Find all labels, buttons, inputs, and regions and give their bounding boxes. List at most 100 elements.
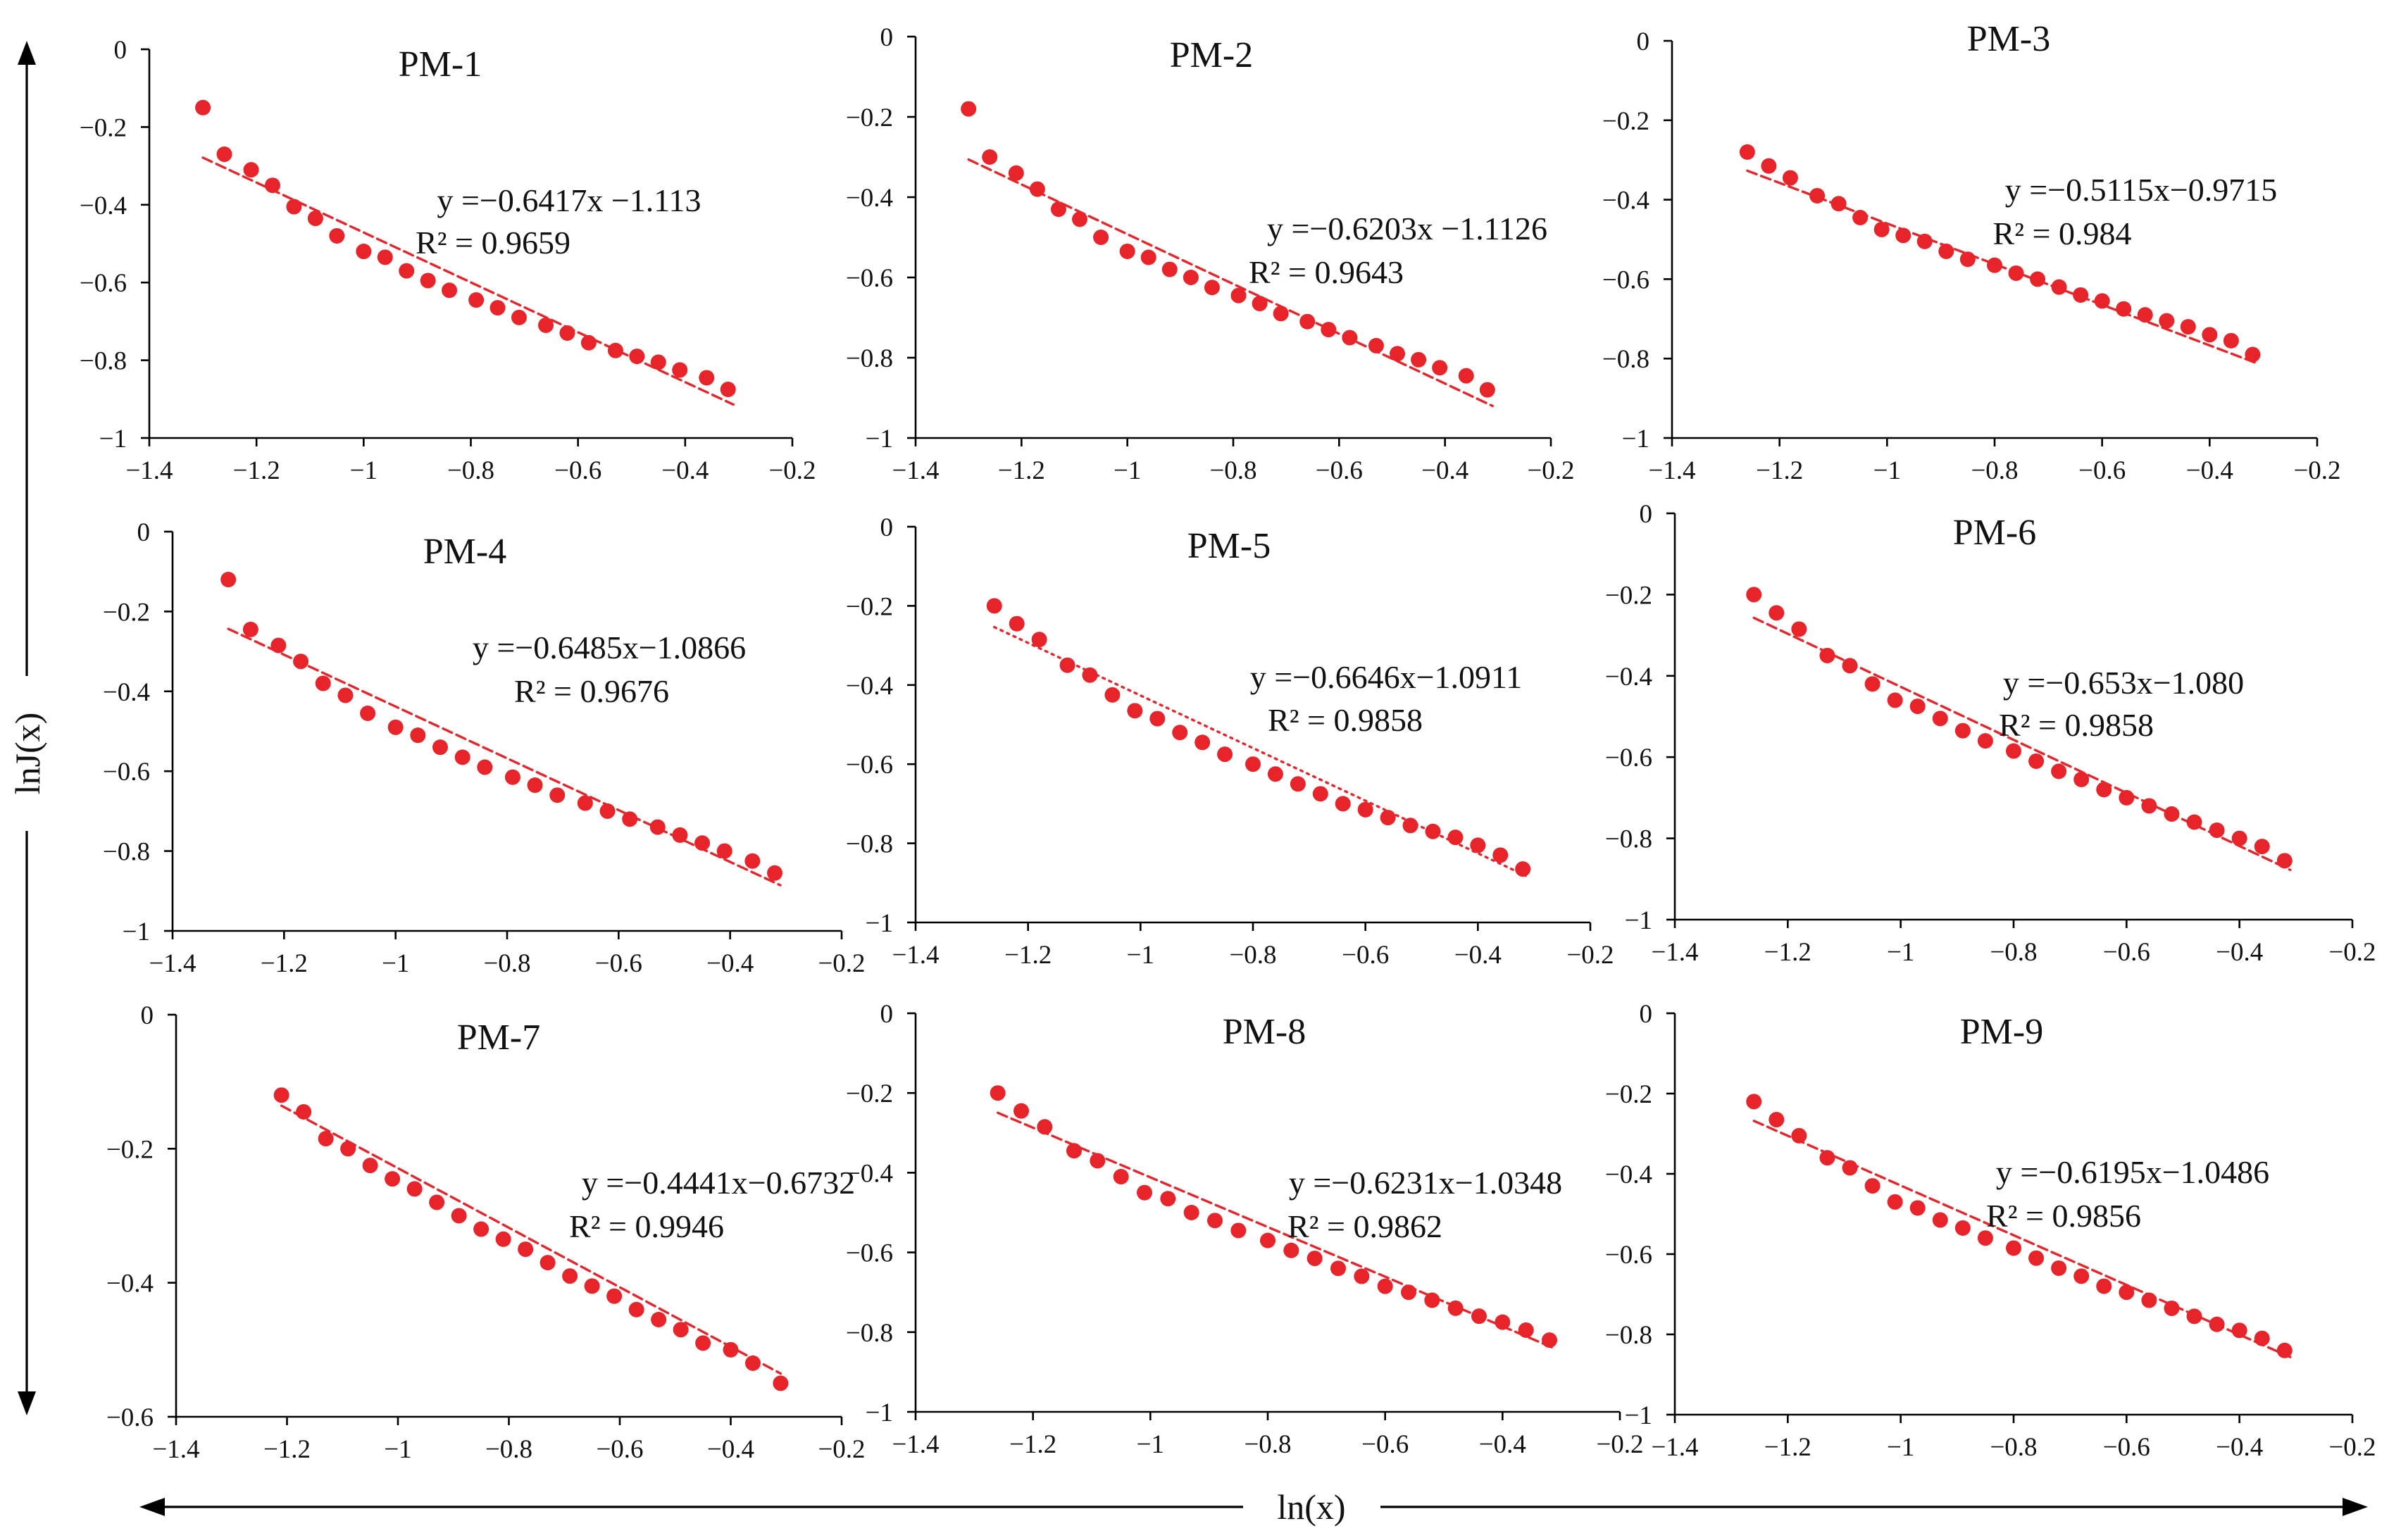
data-point <box>1819 647 1835 663</box>
data-point <box>442 282 458 299</box>
data-point <box>1161 261 1178 277</box>
data-point <box>473 1221 489 1237</box>
data-point <box>1354 1268 1370 1284</box>
data-point <box>723 1341 739 1358</box>
data-point <box>1873 221 1890 237</box>
data-point <box>2096 782 2112 798</box>
y-tick-label: −0.2 <box>846 1079 893 1108</box>
data-point <box>559 325 575 341</box>
data-point <box>562 1268 578 1284</box>
data-point <box>1050 201 1066 218</box>
data-point <box>2209 822 2225 839</box>
y-tick-label: −0.6 <box>846 1239 893 1268</box>
panel-title: PM-5 <box>1187 526 1271 566</box>
data-point <box>1160 1191 1176 1207</box>
y-tick-label: −0.6 <box>1602 265 1649 294</box>
data-point <box>1104 687 1121 703</box>
y-tick-label: −1 <box>123 918 150 946</box>
data-point <box>1390 346 1406 362</box>
data-point <box>518 1241 534 1258</box>
data-point <box>1809 187 1826 204</box>
data-point <box>337 687 354 703</box>
data-point <box>1954 722 1971 739</box>
data-point <box>773 1375 789 1391</box>
data-point <box>672 362 688 378</box>
data-point <box>2119 789 2135 806</box>
x-tick-label: −0.4 <box>1479 1430 1526 1459</box>
data-point <box>695 1335 711 1351</box>
x-tick-label: −1.2 <box>1756 456 1803 485</box>
data-point <box>220 572 237 588</box>
data-point <box>243 162 259 178</box>
data-point <box>745 1355 761 1371</box>
y-tick-label: 0 <box>880 23 894 52</box>
data-point <box>1909 699 1926 715</box>
regression-equation: y =−0.5115x−0.9715 <box>2005 172 2278 208</box>
x-tick-label: −1 <box>1873 456 1901 485</box>
data-point <box>1959 251 1976 268</box>
x-tick-label: −0.4 <box>1454 941 1502 970</box>
data-point <box>315 675 331 691</box>
data-point <box>1072 211 1088 227</box>
data-point <box>1424 1292 1440 1308</box>
data-point <box>716 843 732 859</box>
y-tick-label: −0.2 <box>1602 107 1649 136</box>
x-tick-label: −1 <box>384 1435 411 1464</box>
x-tick-label: −1.2 <box>1009 1430 1056 1459</box>
data-point <box>495 1231 511 1247</box>
data-point <box>468 292 485 308</box>
data-point <box>1791 1127 1807 1144</box>
data-point <box>1368 337 1384 353</box>
data-point <box>1518 1322 1534 1338</box>
y-tick-label: −0.8 <box>80 347 127 376</box>
data-point <box>1194 734 1211 751</box>
y-tick-label: −0.8 <box>103 838 150 867</box>
r-squared: R² = 0.984 <box>1993 215 2132 251</box>
y-axis-arrow: lnJ(x) <box>8 41 47 1415</box>
x-tick-label: −1.4 <box>149 949 196 978</box>
y-tick-label: −1 <box>866 425 893 453</box>
data-point <box>2030 271 2046 287</box>
data-point <box>1306 1251 1323 1267</box>
data-point <box>1283 1242 1299 1258</box>
x-arrow-head-left <box>139 1498 165 1516</box>
x-tick-label: −0.2 <box>2328 1433 2376 1462</box>
data-point <box>2137 307 2153 323</box>
y-tick-label: −0.4 <box>846 672 893 701</box>
data-point <box>990 1085 1006 1101</box>
regression-equation: y =−0.6203x −1.1126 <box>1267 211 1547 246</box>
data-point <box>1447 1300 1464 1316</box>
x-tick-label: −1.4 <box>892 941 939 970</box>
x-axis-title: ln(x) <box>1277 1487 1345 1527</box>
regression-equation: y =−0.6231x−1.0348 <box>1289 1165 1562 1201</box>
data-point <box>577 795 593 811</box>
y-tick-label: 0 <box>1640 1000 1653 1029</box>
x-tick-label: −0.8 <box>1990 1433 2037 1462</box>
data-point <box>1791 621 1807 637</box>
x-tick-label: −1.4 <box>892 1430 939 1459</box>
panel-9: 0 −0.2 −0.4 −0.6 −0.8 −1 −1.4 −1.2 −1 −0.8 −0.6 −0.… <box>1605 1000 2376 1462</box>
data-point <box>385 1171 401 1187</box>
x-tick-label: −0.8 <box>1244 1430 1291 1459</box>
data-point <box>2254 839 2270 855</box>
data-point <box>606 1288 623 1304</box>
data-point <box>1746 587 1762 603</box>
x-tick-label: −1.4 <box>1651 1433 1698 1462</box>
data-point <box>744 853 761 869</box>
data-point <box>1887 692 1903 708</box>
data-point <box>2119 1284 2135 1301</box>
x-tick-label: −0.8 <box>483 949 530 978</box>
x-tick-label: −0.2 <box>2293 456 2340 485</box>
panel-5: 0 −0.2 −0.4 −0.6 −0.8 −1 −1.4 −1.2 −1 −0.8 −0.6 −0.… <box>846 513 1614 970</box>
data-point <box>286 199 302 215</box>
data-point <box>399 263 415 279</box>
y-tick-label: −0.6 <box>846 751 893 780</box>
data-point <box>273 1087 289 1103</box>
data-point <box>2006 743 2021 759</box>
data-point <box>1470 837 1486 853</box>
trend-line <box>993 625 1530 879</box>
data-point <box>1082 667 1098 683</box>
data-point <box>1492 847 1509 863</box>
data-point <box>2116 301 2132 317</box>
data-point <box>1495 1314 1511 1330</box>
